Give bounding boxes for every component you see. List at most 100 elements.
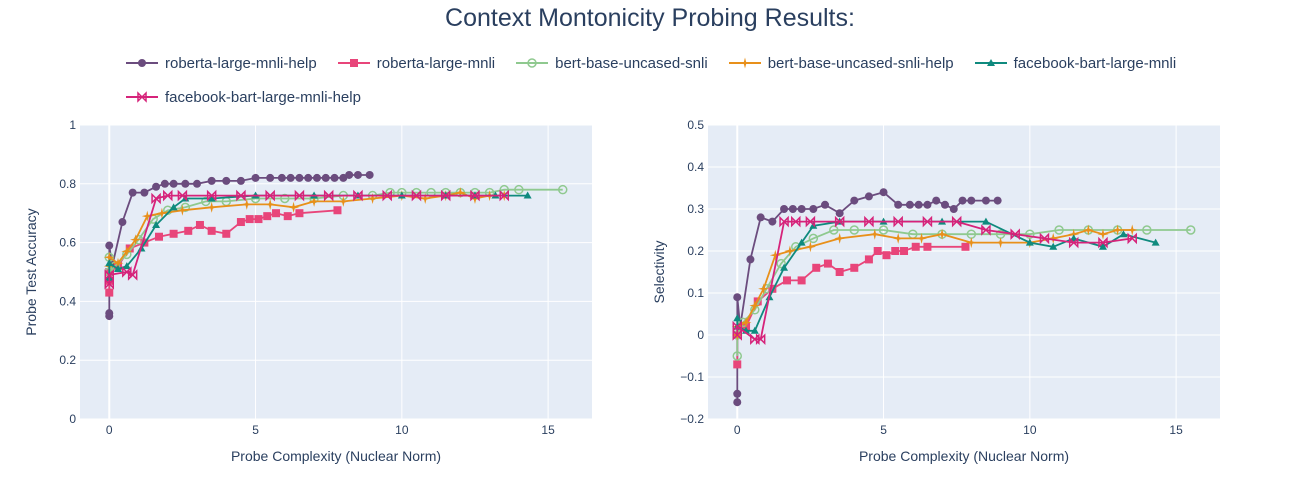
data-point — [152, 182, 161, 191]
y-tick-label: 0.4 — [59, 294, 76, 308]
data-point — [916, 232, 928, 244]
legend-item[interactable]: facebook-bart-large-mnli — [974, 54, 1177, 72]
series-facebook-bart-large-mnli-help — [732, 215, 1137, 346]
x-tick-label: 5 — [252, 423, 259, 437]
data-point — [1119, 230, 1128, 238]
data-point — [1127, 232, 1137, 245]
data-point — [128, 188, 137, 197]
data-point — [750, 326, 759, 334]
x-tick-label: 15 — [1169, 423, 1183, 437]
y-tick-label: −0.2 — [680, 412, 704, 426]
data-point — [105, 309, 114, 318]
legend-label: bert-base-uncased-snli — [555, 54, 708, 72]
data-point — [367, 193, 379, 204]
data-point — [951, 215, 962, 228]
data-point — [779, 215, 789, 228]
chart-title: Context Montonicity Probing Results: — [445, 4, 855, 32]
data-point — [365, 170, 374, 179]
data-point — [891, 247, 900, 255]
data-point — [809, 205, 818, 213]
data-point — [914, 200, 923, 209]
data-point — [967, 196, 976, 205]
legend-item[interactable]: bert-base-uncased-snli-help — [728, 55, 954, 72]
data-point — [353, 170, 362, 179]
data-point — [104, 269, 115, 281]
data-point — [1049, 242, 1058, 250]
data-point — [1047, 232, 1059, 244]
data-point — [782, 276, 791, 285]
data-point — [304, 173, 313, 182]
data-point — [804, 241, 816, 253]
data-point — [882, 251, 891, 260]
data-point — [241, 198, 253, 210]
data-point — [236, 218, 245, 227]
data-point — [733, 314, 742, 322]
legend-item[interactable]: facebook-bart-large-mnli-help — [125, 89, 361, 106]
series-line — [736, 229, 1191, 356]
legend-label: roberta-large-mnli-help — [165, 54, 317, 72]
data-point — [236, 189, 246, 202]
data-point — [184, 226, 193, 235]
data-point — [160, 179, 169, 188]
data-point — [454, 187, 466, 199]
data-point — [780, 263, 789, 271]
data-point — [936, 228, 948, 240]
data-point — [869, 228, 881, 240]
data-point — [254, 215, 263, 224]
data-point — [911, 242, 920, 251]
data-point — [251, 173, 260, 182]
data-point — [823, 259, 832, 268]
data-point — [353, 189, 363, 202]
legend-marker — [739, 57, 751, 69]
data-point — [940, 200, 949, 209]
data-point — [981, 217, 990, 225]
legend-marker — [137, 91, 147, 103]
data-point — [835, 209, 844, 218]
data-point — [756, 213, 765, 222]
legend-marker — [138, 59, 146, 67]
data-point — [163, 189, 173, 202]
data-point — [1126, 224, 1138, 236]
data-point — [864, 255, 873, 264]
legend-item[interactable]: roberta-large-mnli-help — [125, 55, 317, 72]
data-point — [1097, 228, 1109, 240]
data-point — [263, 212, 272, 221]
data-point — [894, 200, 903, 209]
data-point — [411, 189, 422, 202]
data-point — [776, 258, 786, 269]
data-point — [169, 203, 178, 211]
data-point — [733, 360, 742, 369]
data-point — [1068, 236, 1079, 249]
legend-item[interactable]: bert-base-uncased-snli — [515, 55, 708, 72]
y-tick-label: 0.6 — [59, 236, 76, 250]
data-point — [829, 225, 839, 235]
data-point — [127, 269, 138, 281]
data-point — [345, 170, 354, 179]
legend-item[interactable]: roberta-large-mnli — [337, 55, 495, 72]
data-point — [780, 205, 789, 213]
data-point — [195, 220, 204, 229]
legend-label: facebook-bart-large-mnli — [1013, 54, 1177, 72]
data-point — [266, 173, 275, 182]
data-point — [557, 184, 568, 195]
data-point — [733, 398, 742, 407]
data-point — [222, 176, 231, 185]
x-tick-label: 0 — [106, 423, 113, 437]
data-point — [1054, 225, 1064, 235]
data-point — [112, 257, 124, 269]
data-point — [732, 351, 743, 361]
data-point — [206, 201, 218, 213]
data-point — [788, 205, 797, 213]
data-point — [206, 189, 217, 202]
data-point — [892, 232, 904, 244]
series-line — [108, 191, 505, 267]
x-axis-label: Probe Complexity (Nuclear Norm) — [231, 448, 441, 464]
data-point — [733, 389, 742, 398]
x-tick-label: 5 — [880, 423, 887, 437]
data-point — [961, 242, 970, 251]
data-point — [768, 284, 777, 293]
legend-swatch — [126, 59, 158, 67]
data-point — [286, 173, 295, 182]
data-point — [769, 249, 781, 261]
data-point — [308, 195, 320, 207]
